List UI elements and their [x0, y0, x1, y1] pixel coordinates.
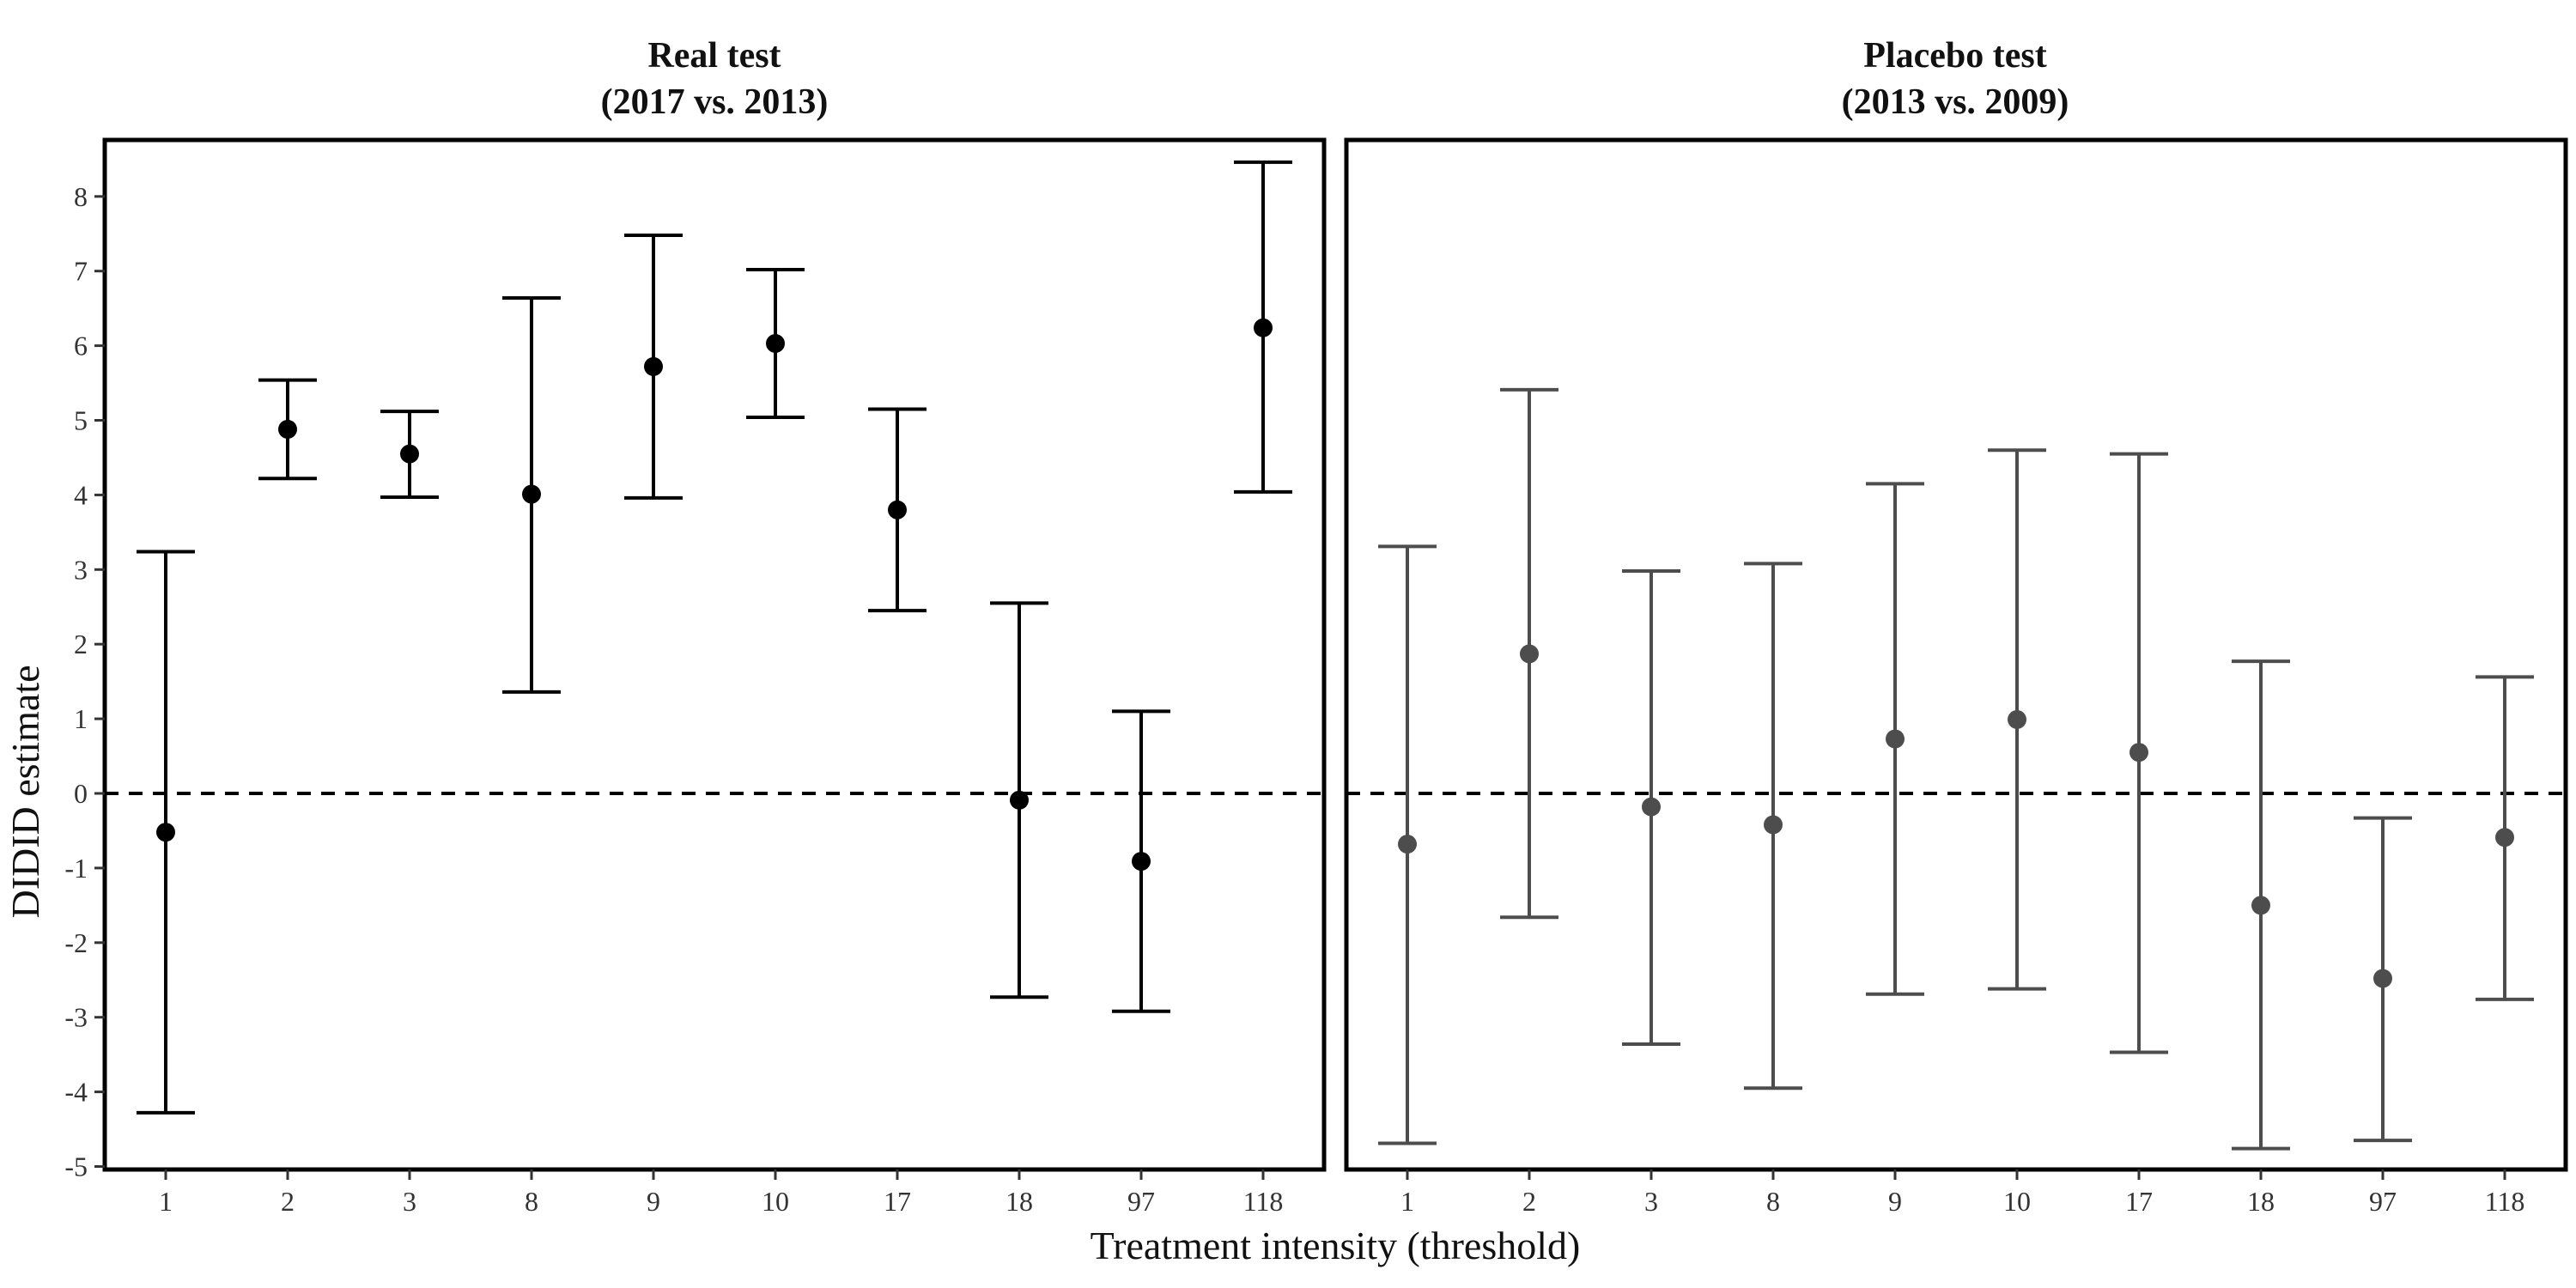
y-tick-label: 7 — [74, 256, 88, 287]
real-point-estimate — [278, 419, 297, 439]
x-tick-label: 2 — [281, 1186, 295, 1217]
real-point-estimate — [1254, 318, 1273, 337]
placebo-test-subtitle: (2013 vs. 2009) — [1842, 82, 2069, 122]
y-tick-label: 0 — [74, 778, 88, 809]
x-tick-label: 18 — [2247, 1186, 2275, 1217]
x-tick-label: 97 — [2369, 1186, 2397, 1217]
x-tick-label: 2 — [1522, 1186, 1536, 1217]
x-tick-label: 10 — [762, 1186, 789, 1217]
x-tick-label: 8 — [525, 1186, 538, 1217]
placebo-test-title: Placebo test — [1863, 36, 2046, 76]
y-tick-label: -4 — [64, 1077, 88, 1108]
x-tick-label: 17 — [2125, 1186, 2153, 1217]
x-tick-label: 8 — [1766, 1186, 1780, 1217]
x-tick-label: 118 — [2485, 1186, 2525, 1217]
x-tick-label: 3 — [403, 1186, 416, 1217]
y-tick-label: 1 — [74, 703, 88, 734]
real-point-estimate — [1010, 790, 1029, 810]
real-point-estimate — [766, 333, 785, 353]
placebo-point-estimate — [2373, 969, 2392, 988]
y-tick-label: -3 — [64, 1002, 88, 1033]
placebo-panel-frame — [1344, 137, 2568, 1172]
y-tick-label: -2 — [64, 927, 88, 958]
x-tick-label: 9 — [1888, 1186, 1902, 1217]
x-axis-label: Treatment intensity (threshold) — [1091, 1224, 1581, 1267]
placebo-test-panel: 1 2 3 8 9 10 17 18 97 118 — [1344, 137, 2568, 1217]
y-tick-label: 3 — [74, 554, 88, 585]
x-tick-label: 10 — [2003, 1186, 2031, 1217]
real-test-panel: -5 -4 -3 -2 -1 0 1 2 3 4 5 6 7 8 1 2 3 8 9 10 17 18 97 118 — [64, 137, 1327, 1217]
y-tick-label: 6 — [74, 331, 88, 361]
y-tick-label: 5 — [74, 405, 88, 436]
placebo-point-estimate — [2495, 828, 2514, 848]
y-tick-label: 4 — [74, 479, 88, 510]
x-tick-label: 18 — [1005, 1186, 1033, 1217]
real-point-estimate — [400, 444, 419, 464]
x-tick-label: 9 — [647, 1186, 660, 1217]
y-axis-label: DIDID estimate — [3, 665, 47, 918]
y-tick-label: -1 — [64, 853, 88, 884]
x-tick-label: 97 — [1127, 1186, 1155, 1217]
real-panel-frame — [102, 137, 1327, 1172]
placebo-point-estimate — [1398, 835, 1417, 854]
real-point-estimate — [1132, 852, 1151, 872]
y-tick-label: -5 — [64, 1151, 88, 1182]
x-tick-label: 3 — [1644, 1186, 1658, 1217]
placebo-point-estimate — [2251, 896, 2270, 915]
placebo-point-estimate — [1886, 729, 1905, 749]
placebo-point-estimate — [1642, 797, 1661, 817]
real-test-subtitle: (2017 vs. 2013) — [601, 82, 829, 122]
real-point-estimate — [888, 500, 907, 519]
x-tick-label: 118 — [1243, 1186, 1284, 1217]
real-point-estimate — [156, 823, 175, 842]
x-tick-label: 17 — [884, 1186, 911, 1217]
placebo-point-estimate — [1520, 644, 1539, 664]
y-tick-label: 8 — [74, 181, 88, 212]
placebo-point-estimate — [1764, 815, 1783, 835]
real-point-estimate — [522, 484, 541, 504]
x-tick-label: 1 — [159, 1186, 173, 1217]
placebo-point-estimate — [2008, 709, 2026, 729]
placebo-point-estimate — [2129, 743, 2148, 762]
y-tick-label: 2 — [74, 629, 88, 659]
real-test-title: Real test — [647, 36, 781, 76]
x-tick-label: 1 — [1400, 1186, 1414, 1217]
real-point-estimate — [644, 356, 663, 376]
